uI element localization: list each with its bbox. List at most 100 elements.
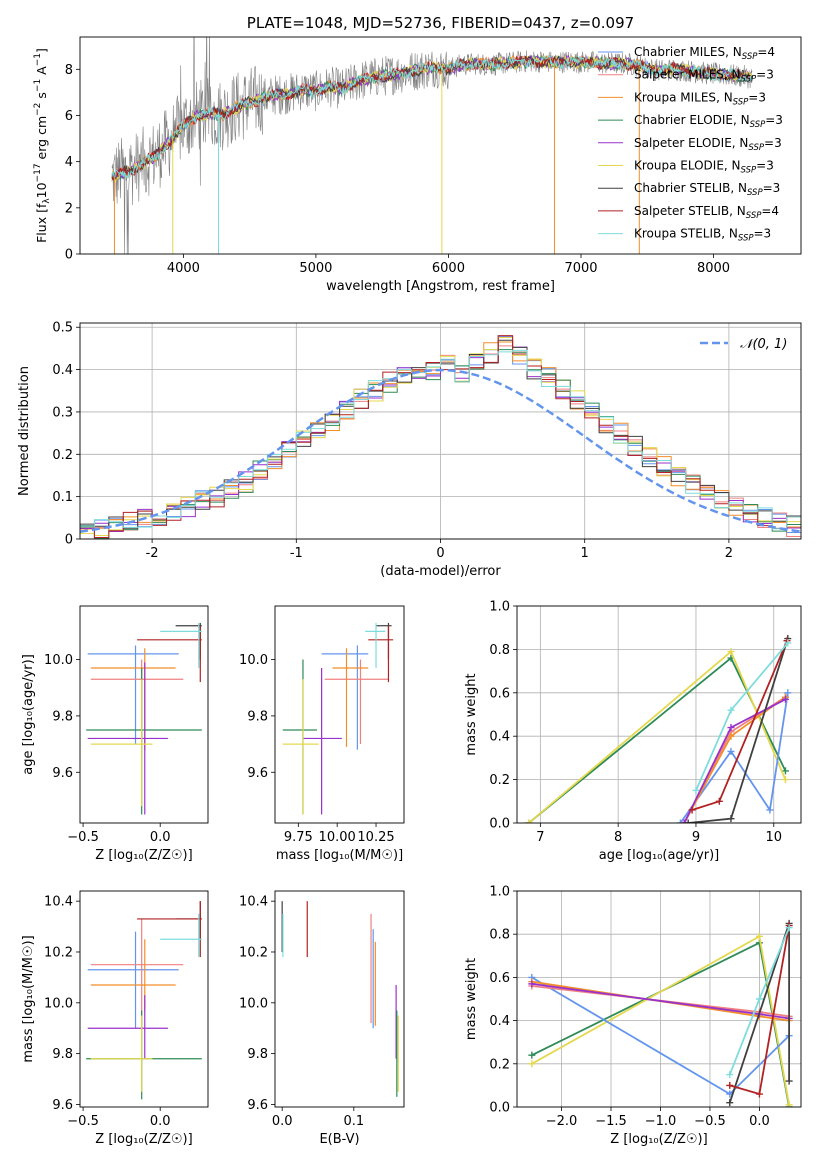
axes-frame bbox=[516, 890, 802, 1108]
legend-entry: Salpeter ELODIE, NSSP=3 bbox=[634, 136, 782, 153]
weight-line bbox=[691, 640, 788, 811]
legend-nssp-label: , N bbox=[725, 45, 742, 59]
legend-nssp-sub: SSP bbox=[733, 97, 749, 107]
legend-name: Kroupa STELIB bbox=[634, 227, 721, 241]
y-label-part: A bbox=[34, 66, 49, 79]
y-label-part: ] bbox=[34, 48, 49, 53]
y-tick-label: 6 bbox=[65, 109, 73, 124]
legend-name: Salpeter STELIB bbox=[634, 204, 729, 218]
legend-nssp-sub: SSP bbox=[746, 211, 762, 221]
y-label-part: s bbox=[34, 92, 49, 103]
axes-frame bbox=[79, 605, 209, 824]
y-axis-label: mass [log₁₀(M/M☉)] bbox=[21, 935, 36, 1062]
y-label-part: −1 bbox=[33, 79, 43, 92]
weight-line bbox=[679, 692, 789, 823]
weight-marker bbox=[727, 732, 735, 740]
weight-lines bbox=[525, 635, 792, 823]
legend-entry: Chabrier MILES, NSSP=4 bbox=[634, 45, 775, 62]
y-tick-label: 0 bbox=[65, 533, 73, 548]
axes-frame bbox=[516, 605, 802, 824]
y-tick-label: 10.4 bbox=[239, 895, 268, 910]
legend-entry: Salpeter MILES, NSSP=3 bbox=[634, 68, 774, 85]
weight-marker bbox=[727, 815, 735, 823]
legend-nssp-sub: SSP bbox=[742, 52, 758, 62]
mass-vs-Z-panel: −0.5 0.0 9.6 9.8 10.0 10.2 10.4 Z [log₁₀(Z/Z☉)]… bbox=[21, 890, 209, 1147]
x-axis-label: Z [log₁₀(Z/Z☉)] bbox=[95, 848, 192, 863]
weight-marker bbox=[692, 786, 700, 794]
gaussian-curve bbox=[80, 368, 801, 533]
y-tick-label: 0.2 bbox=[52, 448, 73, 463]
legend-name: Kroupa MILES bbox=[634, 90, 716, 104]
weight-marker bbox=[726, 1081, 734, 1089]
y-label-part: −17 bbox=[33, 163, 43, 182]
weight-vs-age-panel: 7 8 9 10 0.0 0.2 0.4 0.6 0.8 1.0 age [log₁₀(age/yr… bbox=[464, 600, 802, 863]
x-tick-label: −0.5 bbox=[67, 830, 99, 845]
y-tick-label: 0 bbox=[65, 248, 73, 263]
x-tick-label: 0.0 bbox=[749, 1114, 770, 1129]
y-tick-label: 9.8 bbox=[52, 709, 73, 724]
weight-lines bbox=[528, 919, 793, 1107]
legend-name: Chabrier STELIB bbox=[634, 181, 730, 195]
x-tick-label: 0 bbox=[436, 546, 444, 561]
x-tick-label: 9 bbox=[692, 830, 700, 845]
weight-marker bbox=[726, 1071, 734, 1079]
x-tick-label: 10.00 bbox=[319, 830, 356, 845]
legend-nssp-value: =3 bbox=[756, 159, 774, 173]
x-tick-label: 0.0 bbox=[150, 1114, 171, 1129]
legend-nssp-sub: SSP bbox=[738, 234, 754, 244]
x-tick-label: 2 bbox=[725, 546, 733, 561]
legend-nssp-value: =3 bbox=[748, 90, 766, 104]
y-tick-label: 8 bbox=[65, 63, 73, 78]
y-tick-label: 0.6 bbox=[489, 971, 510, 986]
axes-frame bbox=[79, 36, 802, 255]
y-label-part: Flux [f bbox=[34, 203, 49, 243]
y-tick-label: 2 bbox=[65, 201, 73, 216]
y-tick-label: 10.0 bbox=[239, 653, 268, 668]
legend-name: Salpeter MILES bbox=[634, 68, 724, 82]
y-tick-label: 0.1 bbox=[52, 490, 73, 505]
legend-nssp-sub: SSP bbox=[741, 75, 757, 85]
legend-nssp-label: , N bbox=[733, 113, 750, 127]
weight-marker bbox=[528, 980, 536, 988]
y-axis-label: mass weight bbox=[464, 958, 479, 1040]
weight-marker bbox=[727, 724, 735, 732]
x-tick-label: 9.75 bbox=[284, 830, 313, 845]
y-tick-label: 10.2 bbox=[239, 945, 268, 960]
y-tick-label: 10.0 bbox=[239, 996, 268, 1011]
legend-nssp-label: , N bbox=[730, 181, 747, 195]
y-tick-label: 0.4 bbox=[489, 1014, 510, 1029]
x-tick-label: 0.1 bbox=[343, 1114, 364, 1129]
legend-nssp-label: , N bbox=[729, 204, 746, 218]
y-tick-label: 9.6 bbox=[247, 766, 268, 781]
y-tick-label: 0.2 bbox=[489, 1057, 510, 1072]
y-tick-label: 10.2 bbox=[44, 945, 73, 960]
x-axis-label: Z [log₁₀(Z/Z☉)] bbox=[95, 1132, 192, 1147]
weight-marker bbox=[726, 1099, 734, 1107]
chart-title: PLATE=1048, MJD=52736, FIBERID=0437, z=0… bbox=[247, 14, 634, 32]
weight-marker bbox=[680, 819, 688, 823]
y-tick-label: 9.8 bbox=[247, 1047, 268, 1062]
y-tick-label: 10.4 bbox=[44, 895, 73, 910]
x-axis-label: mass [log₁₀(M/M☉)] bbox=[276, 848, 403, 863]
spectrum-lines bbox=[111, 37, 753, 254]
x-tick-label: −0.5 bbox=[67, 1114, 99, 1129]
weight-marker bbox=[784, 689, 792, 697]
y-axis-label: age [log₁₀(age/yr)] bbox=[21, 654, 36, 775]
x-tick-label: 4000 bbox=[167, 261, 200, 276]
legend-name: Kroupa ELODIE bbox=[634, 159, 724, 173]
legend-nssp-value: =3 bbox=[764, 136, 782, 150]
x-axis-label: age [log₁₀(age/yr)] bbox=[599, 848, 720, 863]
x-tick-label: −0.5 bbox=[694, 1114, 726, 1129]
x-tick-label: 7 bbox=[536, 830, 544, 845]
mass-vs-ebv-panel: 0.0 0.1 9.6 9.8 10.0 10.2 10.4 E(B-V) bbox=[239, 890, 405, 1147]
x-tick-label: 1 bbox=[581, 546, 589, 561]
weight-marker bbox=[781, 695, 789, 703]
weight-marker bbox=[676, 819, 684, 823]
y-tick-label: 10.0 bbox=[44, 996, 73, 1011]
y-tick-label: 0.6 bbox=[489, 686, 510, 701]
weight-vs-Z-panel: −2.0 −1.5 −1.0 −0.5 0.0 0.0 0.2 0.4 0.6 0.8 1.0 Z [… bbox=[464, 885, 802, 1147]
y-label-part: 10 bbox=[34, 182, 49, 198]
legend-nssp-value: =4 bbox=[761, 204, 779, 218]
weight-marker bbox=[727, 747, 735, 755]
